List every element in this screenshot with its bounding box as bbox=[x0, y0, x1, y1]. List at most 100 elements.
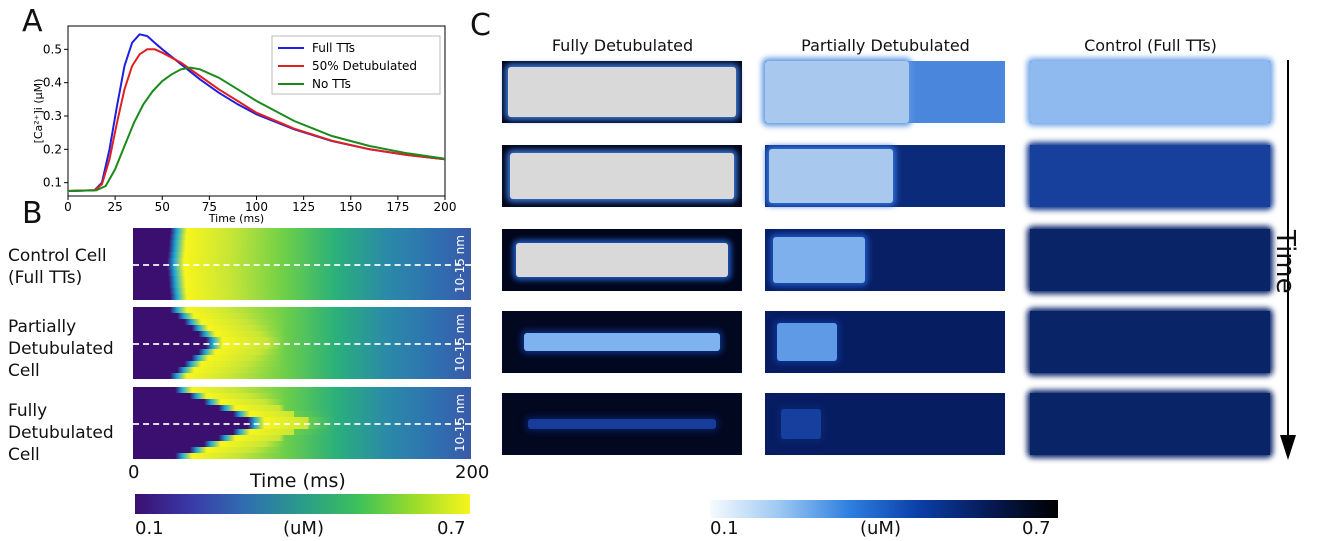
colorbar-b-min: 0.1 bbox=[135, 518, 164, 539]
snapshot-c1-t1 bbox=[765, 145, 1005, 207]
heatmap-band bbox=[133, 325, 471, 332]
row-depth-label: 10-15 nm bbox=[453, 314, 467, 372]
heatmap-x-tick-200: 200 bbox=[455, 462, 490, 483]
x-tick-label: 25 bbox=[107, 200, 122, 214]
y-tick-label: 0.5 bbox=[43, 42, 62, 56]
snapshot-c2-t0 bbox=[1030, 61, 1270, 123]
row-depth-label: 10-15 nm bbox=[453, 394, 467, 452]
snapshot-c0-t4 bbox=[502, 393, 742, 455]
heatmap-band bbox=[133, 429, 471, 436]
heatmap-band bbox=[133, 319, 471, 326]
time-label: Time bbox=[1270, 230, 1300, 294]
heatmap-band bbox=[133, 441, 471, 448]
heatmap-band bbox=[133, 270, 471, 277]
x-tick-label: 150 bbox=[339, 200, 362, 214]
calcium-region bbox=[777, 323, 837, 361]
snapshot-c1-t4 bbox=[765, 393, 1005, 455]
snapshot-c0-t3 bbox=[502, 311, 742, 373]
panel-label-a: A bbox=[22, 4, 43, 39]
snapshot-c1-t0 bbox=[765, 61, 1005, 123]
x-tick-label: 125 bbox=[292, 200, 315, 214]
snapshot-c1-t2 bbox=[765, 229, 1005, 291]
heatmap-band bbox=[133, 282, 471, 289]
calcium-region bbox=[769, 149, 893, 203]
row-label-line: Partially bbox=[8, 317, 77, 337]
heatmap-band bbox=[133, 240, 471, 247]
calcium-region bbox=[1030, 145, 1270, 207]
calcium-region bbox=[1030, 311, 1270, 373]
heatmap-band bbox=[133, 447, 471, 454]
heatmap-band bbox=[133, 307, 471, 314]
heatmap-band bbox=[133, 234, 471, 241]
x-tick-label: 200 bbox=[434, 200, 457, 214]
legend-label: Full TTs bbox=[312, 41, 355, 55]
calcium-region bbox=[773, 237, 865, 283]
x-tick-label: 0 bbox=[64, 200, 72, 214]
row-depth-label: 10-15 nm bbox=[453, 235, 467, 293]
colorbar-b-max: 0.7 bbox=[437, 518, 466, 539]
midline-dash bbox=[133, 264, 471, 266]
heatmap-band bbox=[133, 399, 471, 406]
row-label-line: Detubulated bbox=[8, 423, 114, 443]
heatmap-band bbox=[133, 313, 471, 320]
series-line-1 bbox=[67, 48, 446, 192]
heatmap-band bbox=[133, 343, 471, 350]
colorbar-viridis bbox=[135, 494, 470, 514]
legend-label: No TTs bbox=[312, 77, 351, 91]
colorbar-b-unit: (uM) bbox=[283, 518, 324, 539]
calcium-region bbox=[528, 419, 716, 429]
midline-dash bbox=[133, 343, 471, 345]
calcium-region bbox=[524, 333, 720, 351]
row-label-line: Fully bbox=[8, 401, 48, 421]
row-label-line: Cell bbox=[8, 445, 40, 465]
calcium-region bbox=[508, 67, 736, 117]
heatmap-band bbox=[133, 367, 471, 374]
heatmap-band bbox=[133, 423, 471, 430]
heatmap-x-axis-label: Time (ms) bbox=[250, 470, 346, 492]
calcium-region bbox=[510, 153, 734, 199]
heatmap-row-0: 10-15 nm bbox=[133, 228, 471, 300]
heatmap-band bbox=[133, 417, 471, 424]
heatmap-band bbox=[133, 361, 471, 368]
snapshot-c2-t3 bbox=[1030, 311, 1270, 373]
heatmap-band bbox=[133, 228, 471, 235]
row-label-line: (Full TTs) bbox=[8, 268, 83, 288]
y-tick-label: 0.1 bbox=[43, 176, 62, 190]
snapshot-c0-t1 bbox=[502, 145, 742, 207]
heatmap-band bbox=[133, 453, 471, 459]
heatmap-band bbox=[133, 411, 471, 418]
y-tick-label: 0.2 bbox=[43, 142, 62, 156]
heatmap-x-tick-0: 0 bbox=[128, 462, 140, 483]
heatmap-band bbox=[133, 387, 471, 394]
heatmap-row-1: 10-15 nm bbox=[133, 307, 471, 379]
heatmap-band bbox=[133, 337, 471, 344]
snapshot-c1-t3 bbox=[765, 311, 1005, 373]
time-arrow bbox=[1280, 60, 1296, 460]
series-line-2 bbox=[67, 66, 446, 192]
column-title-control: Control (Full TTs) bbox=[1084, 36, 1217, 55]
heatmap-band bbox=[133, 393, 471, 400]
colorbar-c-max: 0.7 bbox=[1022, 518, 1051, 539]
heatmap-band bbox=[133, 252, 471, 259]
x-tick-label: 175 bbox=[386, 200, 409, 214]
column-title-fully: Fully Detubulated bbox=[551, 36, 694, 55]
column-title-partially: Partially Detubulated bbox=[801, 36, 970, 55]
calcium-region bbox=[1030, 393, 1270, 455]
calcium-transient-line-chart: 0 25 50 75 100 125 150 175 200 0.1 0.2 0.3 0.4 0.5 Tim… bbox=[32, 25, 457, 225]
heatmap-row-2: 10-15 nm bbox=[133, 387, 471, 459]
heatmap-band bbox=[133, 276, 471, 283]
heatmap-band bbox=[133, 288, 471, 295]
calcium-region bbox=[765, 61, 909, 123]
colorbar-c-min: 0.1 bbox=[710, 518, 739, 539]
row-label-line: Detubulated bbox=[8, 339, 114, 359]
x-tick-label: 75 bbox=[202, 200, 217, 214]
heatmap-band bbox=[133, 246, 471, 253]
heatmap-band bbox=[133, 331, 471, 338]
x-tick-label: 50 bbox=[155, 200, 170, 214]
y-axis-label: [Ca²⁺]i (µM) bbox=[32, 79, 45, 144]
calcium-region bbox=[516, 243, 728, 277]
row-label-line: Cell bbox=[8, 361, 40, 381]
snapshot-c2-t1 bbox=[1030, 145, 1270, 207]
heatmap-band bbox=[133, 373, 471, 379]
y-tick-label: 0.4 bbox=[43, 76, 62, 90]
